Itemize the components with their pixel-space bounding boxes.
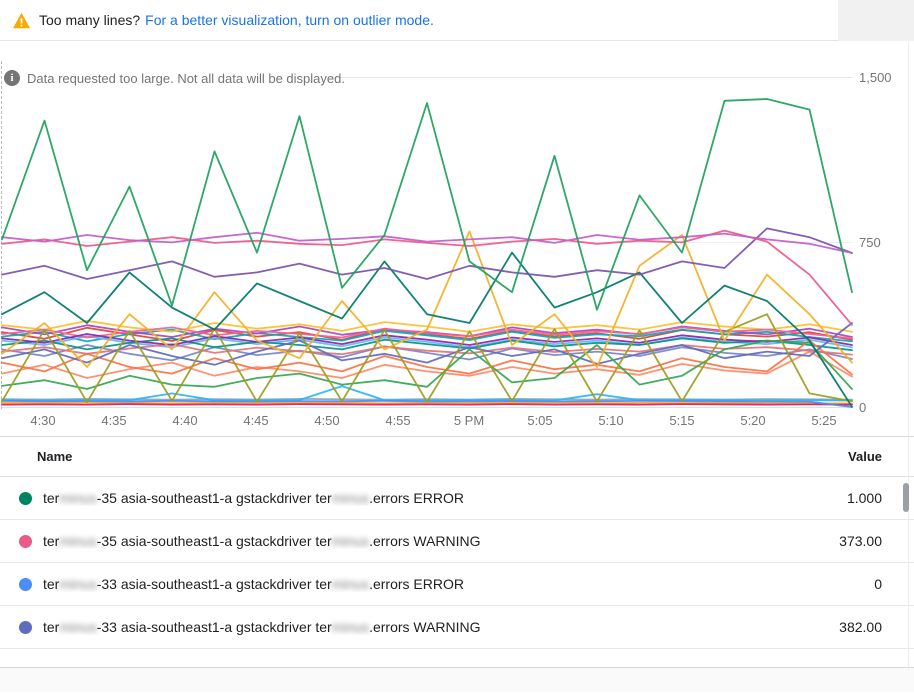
x-axis: 4:30 4:35 4:40 4:45 4:50 4:55 5 PM 5:05 5:10 5:15…: [0, 413, 860, 431]
chart-line: [1, 403, 853, 406]
x-axis-tick: 5:20: [740, 413, 766, 428]
chart-line: [1, 229, 853, 326]
series-value: 1.000: [846, 490, 882, 506]
gridline-1500: [330, 77, 852, 78]
y-axis-tick-0: 0: [859, 400, 867, 415]
series-value: 0: [874, 576, 882, 592]
redacted-text: minus: [59, 490, 97, 506]
redacted-text: minus: [59, 576, 97, 592]
chart-area[interactable]: i Data requested too large. Not all data…: [0, 41, 914, 437]
chart-line: [1, 339, 853, 376]
series-color-dot: [19, 491, 32, 505]
legend-rows: terminus-35 asia-southeast1-a gstackdriv…: [0, 477, 914, 649]
x-axis-tick: 4:30: [30, 413, 56, 428]
x-axis-tick: 5:25: [811, 413, 837, 428]
chart-line: [1, 313, 853, 404]
scrollbar-track: [908, 42, 909, 670]
x-axis-tick: 4:55: [385, 413, 411, 428]
x-axis-tick: 5:10: [598, 413, 624, 428]
x-axis-tick: 4:35: [101, 413, 127, 428]
redacted-text: minus: [59, 619, 97, 635]
series-name: terminus-33 asia-southeast1-a gstackdriv…: [43, 576, 464, 592]
banner-text: Too many lines?: [39, 12, 141, 28]
chart-line: [1, 333, 853, 346]
chart-left-dashed-edge: [1, 61, 2, 409]
banner-corner-fill: [838, 0, 914, 41]
name-column-header: Name: [37, 449, 73, 464]
series-name: terminus-35 asia-southeast1-a gstackdriv…: [43, 490, 464, 506]
table-row[interactable]: terminus-33 asia-southeast1-a gstackdriv…: [0, 606, 914, 649]
x-axis-tick: 4:50: [314, 413, 340, 428]
series-name: terminus-35 asia-southeast1-a gstackdriv…: [43, 533, 481, 549]
too-many-lines-banner: Too many lines? For a better visualizati…: [0, 0, 914, 41]
chart-line: [1, 98, 853, 311]
y-axis-tick-1500: 1,500: [859, 70, 892, 85]
series-color-dot: [19, 534, 32, 548]
redacted-text: minus: [59, 533, 97, 549]
series-value: 382.00: [839, 619, 882, 635]
x-axis-tick: 5:05: [527, 413, 553, 428]
chart-line: [1, 231, 853, 254]
x-axis-tick: 4:40: [172, 413, 198, 428]
data-too-large-notice: i Data requested too large. Not all data…: [4, 70, 345, 86]
redacted-text: minus: [331, 533, 370, 549]
chart-line: [1, 328, 853, 343]
chart-line: [1, 251, 853, 408]
chart-line: [1, 326, 853, 340]
partial-next-row: [0, 649, 914, 668]
chart-line: [1, 401, 853, 405]
x-axis-tick: 5:15: [669, 413, 695, 428]
redacted-text: minus: [331, 619, 370, 635]
series-color-dot: [19, 577, 32, 591]
chart-svg: [1, 98, 853, 408]
x-axis-tick: 5 PM: [453, 413, 485, 428]
chart-line: [1, 350, 853, 379]
legend-header-row: Name Value: [0, 437, 914, 477]
footer-strip: [0, 668, 914, 692]
redacted-text: minus: [331, 576, 370, 592]
gridline-0: [2, 407, 852, 408]
warning-triangle-icon: [13, 12, 30, 28]
chart-plot[interactable]: [1, 77, 853, 408]
series-color-dot: [19, 620, 32, 634]
chart-line: [1, 319, 853, 333]
x-axis-tick: 4:45: [243, 413, 269, 428]
y-axis-tick-750: 750: [859, 235, 881, 250]
chart-line: [1, 344, 853, 362]
table-row[interactable]: terminus-35 asia-southeast1-a gstackdriv…: [0, 520, 914, 563]
scrollbar-thumb[interactable]: [903, 483, 909, 512]
info-icon: i: [4, 70, 20, 86]
chart-line: [1, 339, 853, 390]
chart-line: [1, 227, 853, 280]
series-value: 373.00: [839, 533, 882, 549]
value-column-header: Value: [848, 449, 882, 464]
table-row[interactable]: terminus-35 asia-southeast1-a gstackdriv…: [0, 477, 914, 520]
chart-line: [1, 343, 853, 356]
notice-text: Data requested too large. Not all data w…: [27, 70, 345, 86]
series-name: terminus-33 asia-southeast1-a gstackdriv…: [43, 619, 481, 635]
table-row[interactable]: terminus-33 asia-southeast1-a gstackdriv…: [0, 563, 914, 606]
redacted-text: minus: [331, 490, 370, 506]
legend-table: Name Value terminus-35 asia-southeast1-a…: [0, 437, 914, 692]
outlier-mode-link[interactable]: For a better visualization, turn on outl…: [145, 12, 434, 28]
chart-line: [1, 230, 853, 368]
